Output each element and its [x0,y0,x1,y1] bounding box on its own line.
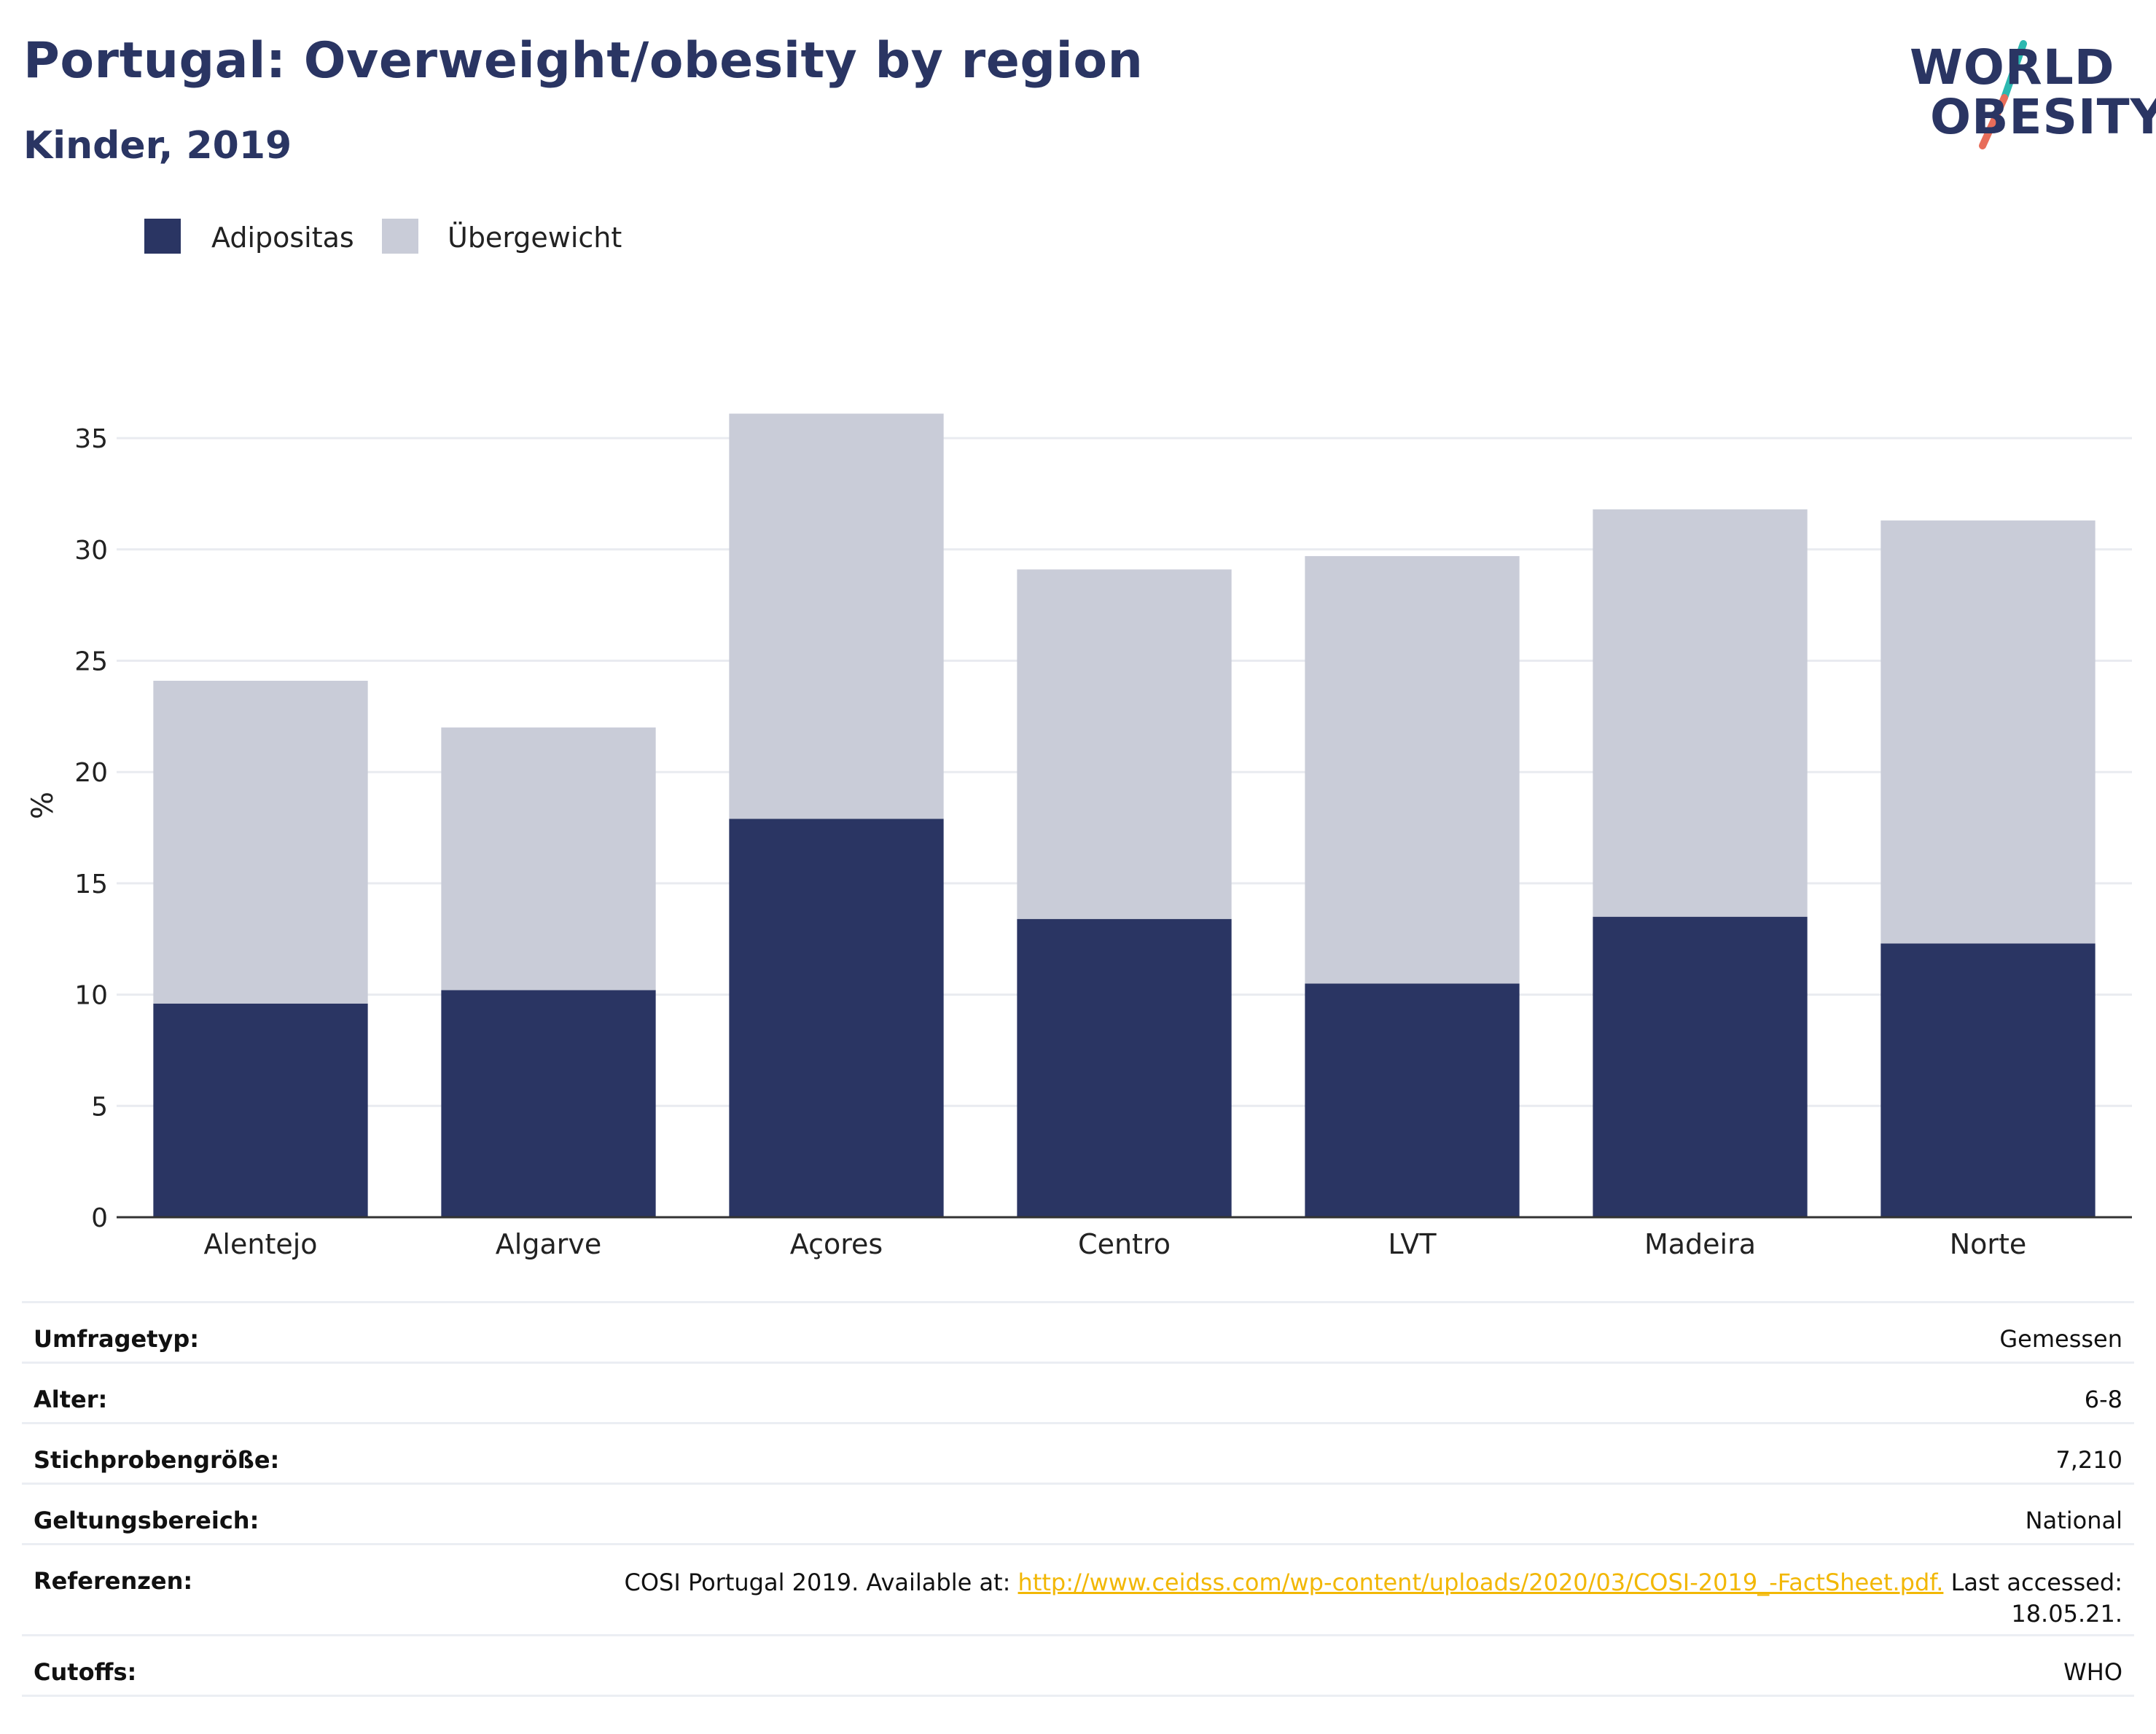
y-tick-label: 35 [74,424,108,454]
bar-uebergewicht [441,727,656,991]
chart-title: Portugal: Overweight/obesity by region [23,32,1144,90]
bar-adipositas [153,1003,368,1217]
legend-label-uebergewicht: Übergewicht [448,222,622,254]
meta-row-cutoffs: Cutoffs: WHO [22,1634,2134,1697]
meta-row-survey-type: Umfragetyp: Gemessen [22,1301,2134,1362]
bar-adipositas [1593,916,1808,1217]
meta-label: Cutoffs: [34,1658,137,1686]
meta-value: 6-8 [2084,1386,2122,1413]
meta-value: National [2025,1507,2122,1534]
meta-row-references: Referenzen: COSI Portugal 2019. Availabl… [22,1543,2134,1634]
y-tick-label: 15 [74,870,108,899]
bar-uebergewicht [729,413,944,819]
meta-label: Geltungsbereich: [34,1507,259,1534]
stacked-bar-chart: 0 5 10 15 20 25 30 35% Alentejo Algarve Açores Cent… [26,413,2132,1260]
bar-uebergewicht [1880,520,2096,944]
meta-row-age: Alter: 6-8 [22,1362,2134,1422]
y-tick-label: 10 [74,981,108,1011]
reference-suffix: Last accessed: 18.05.21. [1950,1569,2122,1628]
bar-adipositas [441,990,656,1217]
x-tick-label: Centro [1078,1228,1171,1260]
reference-prefix: COSI Portugal 2019. Available at: [624,1569,1011,1596]
x-tick-label: Açores [790,1228,883,1260]
y-tick-label: 20 [74,758,108,788]
legend-swatch-uebergewicht [382,219,418,254]
y-tick-label: 5 [91,1092,108,1122]
y-tick-label: 30 [74,536,108,566]
world-obesity-logo: WORLD OBESITY [1895,22,2156,153]
y-tick-label: 0 [91,1203,108,1233]
x-tick-label: Madeira [1644,1228,1756,1260]
meta-label: Stichprobengröße: [34,1446,280,1474]
meta-label: Umfragetyp: [34,1325,200,1353]
x-tick-label: Algarve [496,1228,601,1260]
bar-adipositas [1305,983,1520,1217]
logo-slash-icon [1979,40,2027,149]
x-tick-label: Alentejo [203,1228,317,1260]
bar-uebergewicht [1305,555,1520,984]
x-tick-label: Norte [1950,1228,2027,1260]
meta-value: Gemessen [1999,1325,2122,1353]
legend-swatch-adipositas [144,219,181,254]
bar-uebergewicht [1593,509,1808,917]
meta-label: Alter: [34,1386,108,1413]
reference-text: COSI Portugal 2019. Available at: http:/… [592,1567,2122,1630]
logo-line1: WORLD [1910,39,2115,95]
meta-row-scope: Geltungsbereich: National [22,1483,2134,1543]
meta-label: Referenzen: [34,1567,193,1595]
bar-adipositas [729,819,944,1217]
y-tick-label: 25 [74,647,108,676]
survey-info-table: Umfragetyp: Gemessen Alter: 6-8 Stichpro… [22,1301,2134,1697]
bar-adipositas [1880,943,2096,1217]
logo-line2: OBESITY [1930,89,2156,145]
bar-uebergewicht [153,680,368,1004]
meta-row-sample-size: Stichprobengröße: 7,210 [22,1422,2134,1483]
bar-adipositas [1017,918,1232,1217]
meta-value: 7,210 [2055,1446,2122,1474]
chart-subtitle: Kinder, 2019 [23,124,292,168]
x-tick-label: LVT [1388,1228,1437,1260]
reference-link[interactable]: http://www.ceidss.com/wp-content/uploads… [1018,1569,1944,1596]
meta-value: WHO [2063,1658,2122,1686]
y-axis-label: % [26,792,60,819]
bar-uebergewicht [1017,569,1232,919]
legend-label-adipositas: Adipositas [211,222,354,254]
